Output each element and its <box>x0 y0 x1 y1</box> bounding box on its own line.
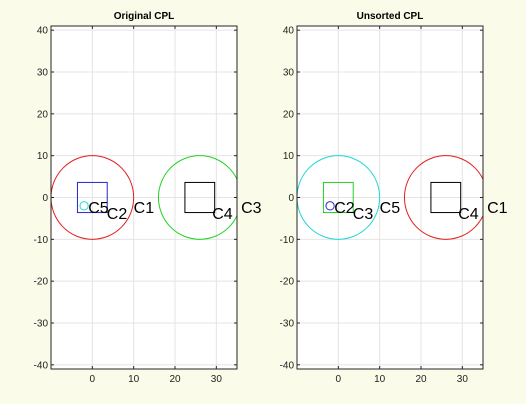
x-tick-label: 20 <box>415 374 427 385</box>
x-tick-label: 10 <box>374 374 386 385</box>
y-tick-label: -40 <box>34 360 49 371</box>
y-tick-label: 0 <box>42 193 48 204</box>
shape-label-c4: C4 <box>212 206 233 223</box>
x-tick-label: 30 <box>457 374 469 385</box>
y-tick-label: -20 <box>34 277 49 288</box>
x-tick-label: 10 <box>128 374 140 385</box>
y-tick-label: -30 <box>280 318 295 329</box>
shape-label-c4: C4 <box>458 206 479 223</box>
shape-label-c1: C1 <box>134 200 155 217</box>
y-tick-label: 30 <box>283 68 295 79</box>
y-tick-label: 20 <box>283 109 295 120</box>
shape-label-c2: C2 <box>107 206 128 223</box>
axes-original-cpl: 0 10 20 30 40 30 20 10 0 -10 -20 -30 -40 Original CPL… <box>34 11 262 385</box>
shape-c3-circle <box>157 155 237 240</box>
shape-label-c1: C1 <box>487 200 508 217</box>
shape-c5-circle <box>297 155 381 240</box>
y-tick-label: -30 <box>34 318 49 329</box>
x-tick-label: 20 <box>169 374 181 385</box>
y-tick-label: 40 <box>283 26 295 37</box>
shape-label-c2: C2 <box>334 200 355 217</box>
shapes <box>297 155 483 240</box>
axes-unsorted-cpl: 0 10 20 30 40 30 20 10 0 -10 -20 -30 -40 Unsorted CPL… <box>280 11 508 385</box>
y-tick-label: 20 <box>37 109 49 120</box>
y-tick-label: 0 <box>288 193 294 204</box>
shape-label-c3: C3 <box>353 206 374 223</box>
y-tick-label: 10 <box>283 151 295 162</box>
y-tick-label: -10 <box>280 235 295 246</box>
chart-title: Unsorted CPL <box>357 11 424 22</box>
shape-c4-square <box>430 181 462 214</box>
shape-label-c3: C3 <box>241 200 262 217</box>
y-tick-label: -40 <box>280 360 295 371</box>
shape-label-c5: C5 <box>88 200 109 217</box>
x-tick-label: 0 <box>336 374 342 385</box>
y-tick-label: 10 <box>37 151 49 162</box>
shape-c2-square <box>76 181 108 214</box>
shape-c1-circle <box>403 155 483 240</box>
shape-c2-circle <box>325 201 335 211</box>
x-tick-label: 0 <box>90 374 96 385</box>
chart-title: Original CPL <box>114 11 175 22</box>
shape-c5-circle <box>79 201 89 211</box>
shape-c4-square <box>184 181 216 214</box>
y-tick-label: -20 <box>280 277 295 288</box>
x-tick-label: 30 <box>211 374 223 385</box>
y-tick-label: 30 <box>37 68 49 79</box>
shape-label-c5: C5 <box>380 200 401 217</box>
y-tick-label: 40 <box>37 26 49 37</box>
y-tick-label: -10 <box>34 235 49 246</box>
shape-c3-square <box>322 181 354 214</box>
